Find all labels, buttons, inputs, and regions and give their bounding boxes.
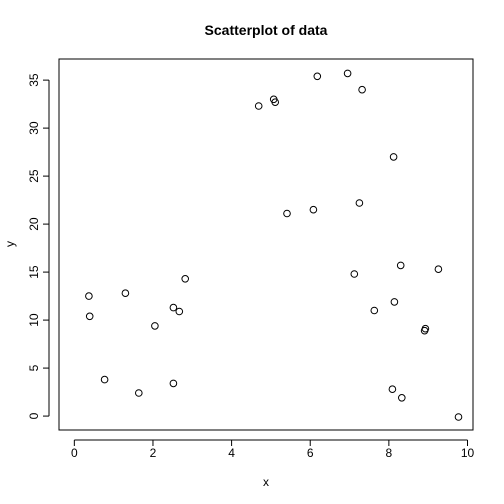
y-tick-label: 0 (27, 412, 41, 419)
y-axis: 0 5 10 15 20 25 30 35 (27, 73, 50, 419)
x-tick-label: 6 (307, 446, 314, 460)
y-tick-label: 30 (27, 121, 41, 135)
data-point (350, 270, 359, 278)
x-axis: 0 2 4 6 8 10 (71, 439, 475, 460)
data-point (135, 389, 143, 397)
data-point (151, 322, 159, 330)
data-point (434, 265, 443, 274)
data-point (396, 261, 405, 270)
data-point (343, 69, 352, 78)
data-point (421, 324, 430, 333)
data-point (100, 375, 109, 384)
x-tick-label: 2 (150, 446, 157, 460)
x-tick-label: 10 (461, 446, 475, 460)
y-tick-label: 20 (27, 217, 41, 231)
data-point (398, 394, 406, 402)
data-point (181, 275, 189, 283)
x-tick-label: 4 (228, 446, 235, 460)
y-tick-label: 35 (27, 73, 41, 87)
y-axis-label: y (3, 241, 17, 247)
data-point (313, 72, 322, 81)
plot-frame (58, 58, 474, 431)
data-point (355, 199, 364, 207)
data-point (454, 413, 463, 421)
y-tick-label: 5 (27, 364, 41, 371)
data-point (309, 205, 318, 214)
data-point (283, 209, 291, 218)
y-tick-label: 10 (27, 313, 41, 327)
data-point (85, 292, 93, 300)
data-point (121, 289, 130, 298)
data-point (390, 298, 399, 306)
x-axis-label: x (263, 475, 269, 489)
data-point (388, 385, 397, 394)
data-point (254, 102, 263, 110)
y-tick-label: 25 (27, 169, 41, 183)
data-point (85, 312, 94, 321)
x-tick-label: 0 (71, 446, 78, 460)
x-tick-label: 8 (386, 446, 393, 460)
chart-title: Scatterplot of data (205, 22, 328, 38)
data-point (169, 379, 178, 388)
data-point (358, 85, 366, 94)
data-point (175, 307, 184, 316)
data-point (169, 303, 178, 312)
data-point (370, 306, 379, 315)
data-point (389, 153, 398, 161)
data-points (85, 69, 463, 421)
y-tick-label: 15 (27, 265, 41, 279)
data-point (271, 98, 280, 106)
